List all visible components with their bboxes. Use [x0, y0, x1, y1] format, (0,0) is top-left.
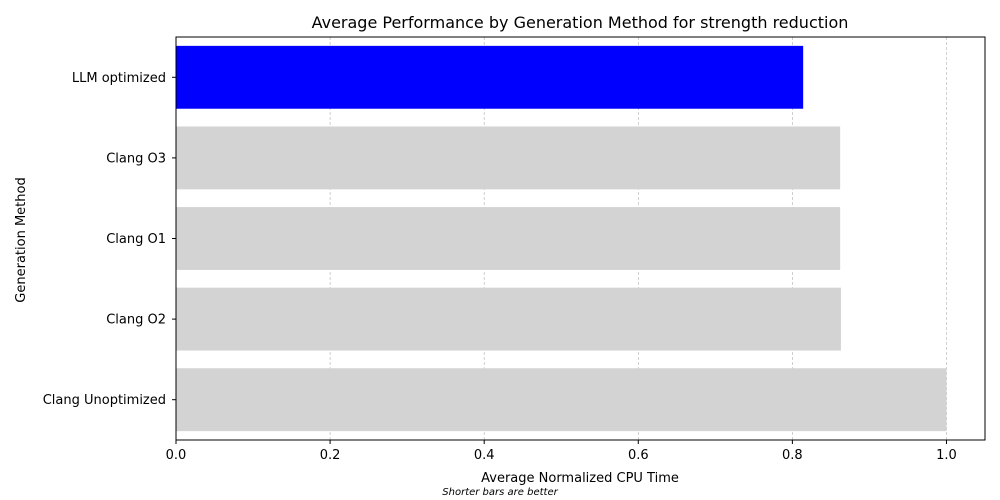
y-axis-label: Generation Method: [14, 177, 29, 302]
y-tick-label: Clang O3: [106, 151, 166, 166]
x-tick-label: 0.0: [166, 448, 187, 463]
plot-frame: [175, 36, 986, 441]
x-axis-label: Average Normalized CPU Time: [481, 471, 679, 486]
bar-llm-optimized: [176, 45, 804, 109]
y-tick-label: Clang O2: [106, 313, 166, 328]
bar-clang-o3: [176, 126, 841, 190]
chart-note: Shorter bars are better: [442, 487, 558, 498]
y-tick-label: Clang Unoptimized: [43, 393, 166, 408]
x-tick-label: 0.8: [782, 448, 803, 463]
x-tick-label: 0.6: [628, 448, 649, 463]
axes: [172, 36, 986, 444]
bars: [176, 45, 947, 432]
bar-clang-unoptimized: [176, 368, 947, 432]
tick-labels: LLM optimized Clang O3 Clang O1 Clang O2 Cla…: [43, 71, 957, 463]
chart-title: Average Performance by Generation Method…: [312, 13, 849, 32]
x-tick-label: 0.2: [320, 448, 341, 463]
y-tick-label: LLM optimized: [72, 71, 166, 86]
x-tick-label: 1.0: [936, 448, 957, 463]
y-tick-label: Clang O1: [106, 232, 166, 247]
x-tick-label: 0.4: [474, 448, 495, 463]
bar-clang-o2: [176, 287, 841, 351]
bar-clang-o1: [176, 207, 841, 270]
